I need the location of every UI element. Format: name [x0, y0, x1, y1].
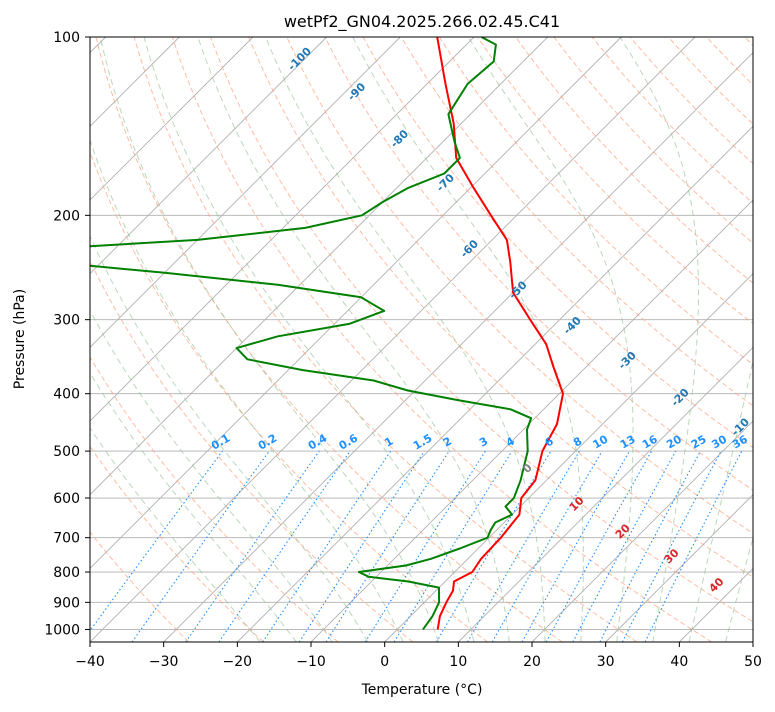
x-tick-label: −30 — [149, 654, 179, 670]
y-tick-label: 300 — [53, 313, 80, 329]
x-tick-label: 40 — [670, 654, 688, 670]
x-tick-label: 10 — [449, 654, 467, 670]
y-tick-label: 500 — [53, 444, 80, 460]
y-tick-label: 100 — [53, 30, 80, 46]
chart-title: wetPf2_GN04.2025.266.02.45.C41 — [284, 12, 560, 32]
x-tick-label: 50 — [744, 654, 762, 670]
y-tick-label: 1000 — [44, 622, 80, 638]
y-tick-label: 700 — [53, 531, 80, 547]
y-tick-label: 600 — [53, 491, 80, 507]
x-tick-label: −10 — [296, 654, 326, 670]
y-tick-label: 800 — [53, 565, 80, 581]
x-tick-label: 30 — [597, 654, 615, 670]
x-tick-label: −40 — [75, 654, 105, 670]
y-tick-label: 200 — [53, 208, 80, 224]
x-axis-title: Temperature (°C) — [361, 682, 483, 698]
y-tick-label: 900 — [53, 595, 80, 611]
y-axis-title: Pressure (hPa) — [12, 289, 28, 389]
x-tick-label: −20 — [223, 654, 253, 670]
y-tick-label: 400 — [53, 387, 80, 403]
x-tick-label: 0 — [380, 654, 389, 670]
x-tick-label: 20 — [523, 654, 541, 670]
